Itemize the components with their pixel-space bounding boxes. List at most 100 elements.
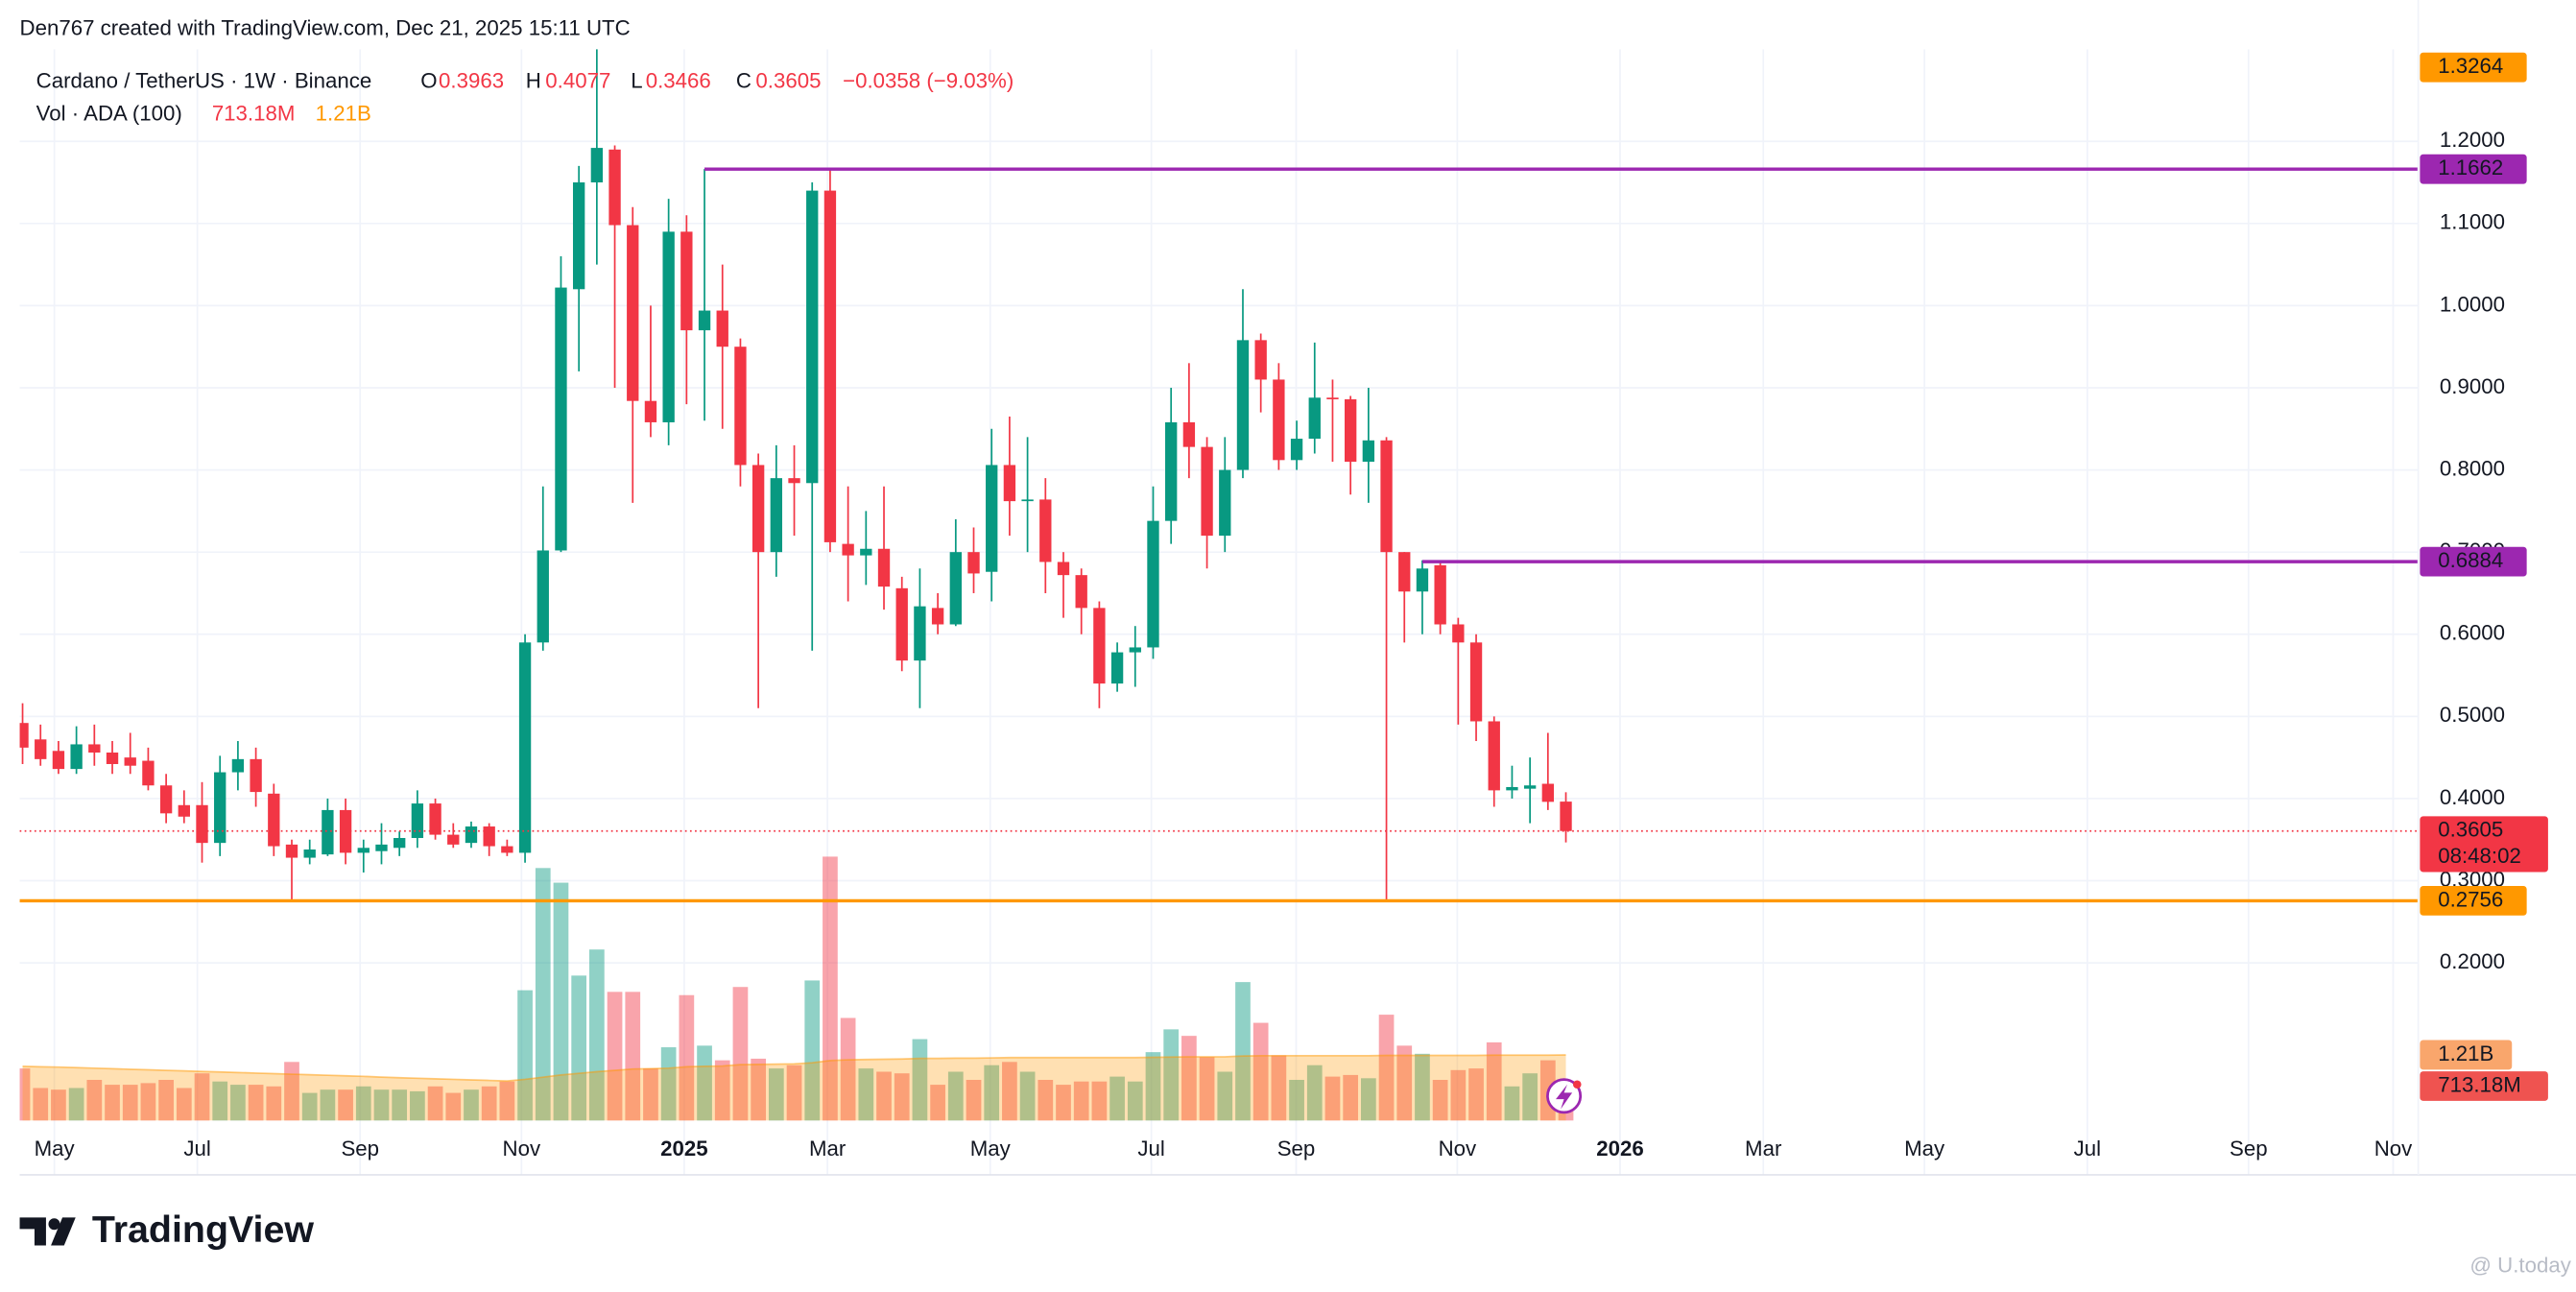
candle-body xyxy=(214,772,227,844)
volume-bar xyxy=(1073,1081,1089,1121)
volume-bar xyxy=(355,1086,371,1121)
candle-body xyxy=(429,803,441,835)
volume-bar xyxy=(1415,1053,1430,1121)
volume-bar xyxy=(176,1088,192,1121)
volume-bar xyxy=(894,1073,910,1121)
x-tick-label: Mar xyxy=(1745,1136,1782,1160)
volume-bar xyxy=(1163,1029,1180,1121)
volume-bar xyxy=(338,1089,353,1121)
legend-key: L xyxy=(631,68,642,92)
candle-body xyxy=(285,844,298,858)
volume-bar xyxy=(19,1068,31,1121)
candle-body xyxy=(250,758,262,793)
candle-body xyxy=(1075,575,1087,609)
header: Den767 created with TradingView.com, Dec… xyxy=(20,16,631,40)
candle-body xyxy=(178,804,190,817)
volume-bar xyxy=(966,1079,982,1121)
x-tick-label: May xyxy=(970,1136,1012,1160)
candle-body xyxy=(823,190,837,542)
y-tick-label: 0.2000 xyxy=(2440,949,2505,973)
volume-bar xyxy=(768,1068,784,1121)
candle-body xyxy=(501,846,513,853)
candle-body xyxy=(967,552,980,574)
candle-body xyxy=(698,310,711,331)
candle-body xyxy=(572,182,585,290)
legend-key: H xyxy=(526,68,541,92)
volume-bar xyxy=(1252,1022,1269,1121)
x-tick-label: May xyxy=(35,1136,76,1160)
symbol: Cardano / TetherUS · 1W · Binance xyxy=(36,68,372,92)
price-tag xyxy=(2420,52,2527,83)
legend-value: 0.4077 xyxy=(545,68,610,92)
volume-bar xyxy=(481,1086,497,1121)
volume-bar xyxy=(1522,1073,1538,1121)
volume-bar xyxy=(1378,1015,1395,1121)
volume-bar xyxy=(427,1086,443,1121)
volume-tag-label: 713.18M xyxy=(2438,1072,2521,1096)
candle-body xyxy=(1469,642,1483,722)
volume-bar xyxy=(301,1092,318,1121)
volume-bar xyxy=(912,1039,928,1121)
candle-body xyxy=(662,231,675,422)
volume-bar xyxy=(320,1089,336,1121)
volume-bar xyxy=(517,990,533,1121)
candle-body xyxy=(1506,786,1518,791)
x-tick-label: May xyxy=(1904,1136,1945,1160)
volume-bar xyxy=(732,987,749,1121)
price-tag xyxy=(2420,154,2527,184)
candle-body xyxy=(895,587,908,661)
candle-body xyxy=(1201,446,1213,537)
x-tick-label: Sep xyxy=(2230,1136,2268,1160)
volume-bar xyxy=(1468,1068,1484,1121)
volume-bar xyxy=(392,1089,408,1121)
y-tick-label: 0.5000 xyxy=(2440,703,2505,727)
candle-body xyxy=(1147,520,1159,648)
candle-body xyxy=(1057,562,1070,576)
candle-body xyxy=(590,148,604,183)
x-tick-label: 2025 xyxy=(660,1136,708,1160)
candle-body xyxy=(1290,439,1303,461)
volume-bar xyxy=(1343,1074,1359,1121)
volume-bar xyxy=(1289,1079,1304,1121)
volume-bar xyxy=(445,1092,462,1121)
volume-ma-area xyxy=(22,1054,1566,1121)
price-tag-label: 1.3264 xyxy=(2438,54,2503,78)
candle-body xyxy=(19,723,29,748)
volume-bar xyxy=(786,1065,802,1121)
candle-body xyxy=(1434,564,1446,625)
y-tick-label: 1.1000 xyxy=(2440,210,2505,234)
volume-bar xyxy=(823,856,838,1121)
candle-body xyxy=(627,225,639,401)
volume-bar xyxy=(194,1073,210,1121)
volume-bar xyxy=(122,1085,138,1121)
volume-legend-value: 713.18M xyxy=(212,102,296,126)
candle-body xyxy=(1541,783,1555,802)
volume-bar xyxy=(51,1089,66,1121)
candle-body xyxy=(914,606,926,661)
volume-ma-tag-label: 1.21B xyxy=(2438,1041,2493,1065)
volume-bar xyxy=(230,1085,246,1121)
candle-body xyxy=(1452,624,1465,643)
legend-value: 0.3466 xyxy=(646,68,711,92)
candle-body xyxy=(555,287,567,551)
candle-body xyxy=(1523,785,1537,789)
volume-bar xyxy=(804,980,821,1121)
candle-body xyxy=(986,465,998,572)
candle-body xyxy=(268,793,280,847)
candle-body xyxy=(1326,397,1339,399)
volume-bar xyxy=(158,1079,174,1121)
candle-body xyxy=(716,310,728,347)
candle-body xyxy=(1273,379,1285,461)
candle-body xyxy=(1254,340,1267,380)
legend-value: 0.3963 xyxy=(439,68,504,92)
volume-bar xyxy=(248,1085,264,1121)
x-tick-label: Mar xyxy=(809,1136,847,1160)
candle-body xyxy=(860,548,872,556)
brand-logo xyxy=(19,1217,76,1246)
volume-bar xyxy=(105,1085,120,1121)
x-tick-label: 2026 xyxy=(1596,1136,1644,1160)
volume-bar xyxy=(86,1079,103,1121)
volume-bar xyxy=(1306,1065,1323,1121)
brand-name: TradingView xyxy=(92,1208,315,1251)
